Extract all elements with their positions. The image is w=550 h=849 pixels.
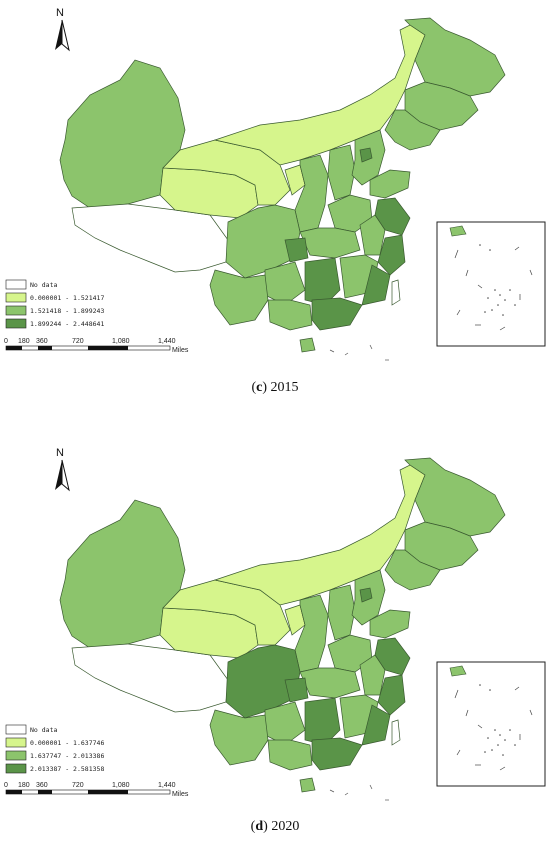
legend-label: No data <box>30 281 57 289</box>
choropleth-map-2015: N <box>4 7 546 361</box>
caption-year: 2020 <box>271 819 300 834</box>
scale-unit-label: Miles <box>172 347 189 354</box>
scale-bar-2020: 0 180 360 720 1,080 1,440 Miles <box>4 782 189 798</box>
offshore-islands <box>329 784 389 801</box>
region-shanxi <box>327 584 356 641</box>
region-fujian <box>361 704 391 746</box>
region-beijing <box>359 147 373 163</box>
region-guizhou <box>264 701 306 746</box>
south-china-sea-inset <box>436 221 546 347</box>
legend-item: 1.899244 - 2.448641 <box>5 318 104 329</box>
region-hainan <box>299 337 316 353</box>
legend-label: 1.521418 - 1.899243 <box>30 307 104 315</box>
region-taiwan <box>391 719 401 746</box>
scale-tick-label: 1,440 <box>158 782 176 789</box>
legend-item: 1.521418 - 1.899243 <box>5 305 104 316</box>
legend-item: 2.013387 - 2.581358 <box>5 763 104 774</box>
region-beijing <box>359 587 373 603</box>
legend-item: 0.000001 - 1.637746 <box>5 737 104 748</box>
caption-2015: (c) 2015 <box>251 380 299 395</box>
region-anhui <box>359 214 386 256</box>
region-yunnan <box>209 709 269 766</box>
caption-year: 2015 <box>270 380 299 395</box>
scale-tick-label: 360 <box>36 338 48 345</box>
caption-letter: d <box>255 819 264 834</box>
offshore-islands <box>329 344 389 361</box>
region-guizhou <box>264 261 306 306</box>
scale-tick-label: 360 <box>36 782 48 789</box>
caption-letter: c <box>256 380 263 395</box>
scale-tick-label: 1,080 <box>112 782 130 789</box>
region-zhejiang <box>377 234 406 276</box>
provinces-2020 <box>59 457 506 793</box>
legend-2020: No data 0.000001 - 1.637746 1.637747 - 2… <box>5 724 104 774</box>
region-heilongjiang <box>404 457 506 537</box>
legend-2015: No data 0.000001 - 1.521417 1.521418 - 1… <box>5 279 104 329</box>
north-label: N <box>56 447 64 459</box>
region-chongqing <box>284 237 309 263</box>
region-anhui <box>359 654 386 696</box>
region-inner-mongolia <box>213 24 426 166</box>
scale-tick-label: 1,440 <box>158 338 176 345</box>
scale-tick-label: 0 <box>4 338 8 345</box>
north-arrow-icon: N <box>55 447 70 492</box>
region-guangdong <box>311 737 363 771</box>
region-hunan <box>304 697 341 746</box>
legend-item: No data <box>5 724 57 735</box>
region-fujian <box>361 264 391 306</box>
north-arrow-icon: N <box>55 7 70 52</box>
scale-unit-label: Miles <box>172 791 189 798</box>
south-china-sea-inset <box>436 661 546 787</box>
map-panel-2015: N <box>0 0 550 410</box>
region-hubei <box>299 667 361 699</box>
region-yunnan <box>209 269 269 326</box>
legend-item: 0.000001 - 1.521417 <box>5 292 104 303</box>
region-guangdong <box>311 297 363 331</box>
scale-tick-label: 720 <box>72 782 84 789</box>
scale-bar-2015: 0 180 360 720 1,080 1,440 Miles <box>4 338 189 354</box>
legend-label: 1.637747 - 2.013386 <box>30 752 104 760</box>
caption-2020: (d) 2020 <box>250 819 300 834</box>
region-guangxi <box>267 739 313 771</box>
region-liaoning <box>384 109 441 151</box>
region-shandong <box>369 609 411 639</box>
legend-label: No data <box>30 726 57 734</box>
choropleth-map-2020: N <box>4 447 546 801</box>
legend-item: No data <box>5 279 57 290</box>
region-hubei <box>299 227 361 259</box>
legend-item: 1.637747 - 2.013386 <box>5 750 104 761</box>
north-label: N <box>56 7 64 19</box>
region-shandong <box>369 169 411 199</box>
region-inner-mongolia <box>213 464 426 606</box>
region-shanxi <box>327 144 356 201</box>
region-heilongjiang <box>404 17 506 97</box>
legend-label: 0.000001 - 1.521417 <box>30 294 104 302</box>
region-hainan <box>299 777 316 793</box>
region-taiwan <box>391 279 401 306</box>
region-hunan <box>304 257 341 306</box>
provinces-2015 <box>59 17 506 353</box>
legend-label: 0.000001 - 1.637746 <box>30 739 104 747</box>
region-zhejiang <box>377 674 406 716</box>
region-chongqing <box>284 677 309 703</box>
legend-label: 1.899244 - 2.448641 <box>30 320 104 328</box>
region-guangxi <box>267 299 313 331</box>
region-liaoning <box>384 549 441 591</box>
scale-tick-label: 720 <box>72 338 84 345</box>
map-panel-2020: N <box>0 440 550 849</box>
scale-tick-label: 1,080 <box>112 338 130 345</box>
scale-tick-label: 180 <box>18 338 30 345</box>
legend-label: 2.013387 - 2.581358 <box>30 765 104 773</box>
scale-tick-label: 180 <box>18 782 30 789</box>
scale-tick-label: 0 <box>4 782 8 789</box>
